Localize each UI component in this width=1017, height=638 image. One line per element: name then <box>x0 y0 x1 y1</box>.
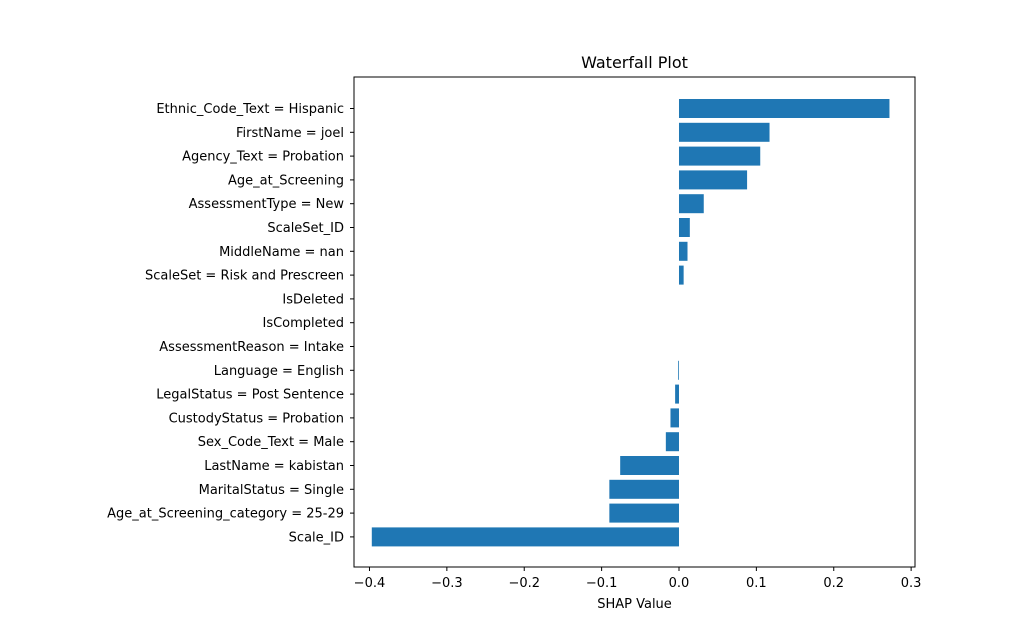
bar-3 <box>678 170 748 190</box>
y-tick-label: Ethnic_Code_Text = Hispanic <box>156 102 344 117</box>
y-tick-label: IsDeleted <box>282 292 344 307</box>
y-tick-label: ScaleSet = Risk and Prescreen <box>145 269 344 284</box>
x-tick-label: 0.3 <box>901 576 922 591</box>
y-tick-label: LegalStatus = Post Sentence <box>156 388 344 403</box>
y-tick-label: Agency_Text = Probation <box>182 150 344 165</box>
x-tick-label: −0.3 <box>431 576 463 591</box>
x-tick-label: 0.0 <box>669 576 690 591</box>
y-tick-label: Age_at_Screening <box>228 173 344 188</box>
x-tick-label: −0.1 <box>586 576 618 591</box>
bar-6 <box>678 241 688 261</box>
y-tick-label: FirstName = joel <box>236 126 344 141</box>
x-tick-label: 0.2 <box>823 576 844 591</box>
bar-4 <box>678 194 704 214</box>
bar-1 <box>678 122 770 142</box>
bar-7 <box>678 265 684 285</box>
bar-13 <box>670 408 679 428</box>
y-tick-label: ScaleSet_ID <box>267 221 344 236</box>
bar-12 <box>675 384 679 404</box>
y-tick-label: Age_at_Screening_category = 25-29 <box>107 507 344 522</box>
plot-frame <box>353 76 916 568</box>
x-tick-label: −0.4 <box>354 576 386 591</box>
bar-15 <box>620 456 679 475</box>
y-tick-label: Scale_ID <box>289 530 344 545</box>
y-tick-label: MaritalStatus = Single <box>199 483 344 498</box>
y-tick-label: Sex_Code_Text = Male <box>198 435 344 450</box>
x-tick-label: −0.2 <box>508 576 540 591</box>
bar-16 <box>609 479 679 499</box>
y-tick-label: AssessmentReason = Intake <box>159 340 344 355</box>
bar-14 <box>665 432 679 452</box>
y-tick-label: LastName = kabistan <box>204 459 344 474</box>
bars-group <box>371 99 890 547</box>
x-axis-label: SHAP Value <box>597 597 672 612</box>
x-tick-label: 0.1 <box>746 576 767 591</box>
y-tick-label: IsCompleted <box>262 316 344 331</box>
bar-5 <box>678 218 690 237</box>
bar-2 <box>678 146 761 166</box>
y-tick-label: AssessmentType = New <box>189 197 345 212</box>
y-tick-label: MiddleName = nan <box>219 245 344 260</box>
bar-18 <box>371 527 679 547</box>
x-ticks-group: −0.4 −0.3 −0.2 −0.1 0.0 0.1 0.2 0.3 <box>354 567 922 591</box>
chart-title: Waterfall Plot <box>581 53 688 72</box>
bar-17 <box>609 503 679 523</box>
bar-0 <box>678 99 890 118</box>
y-tick-label: CustodyStatus = Probation <box>169 411 344 426</box>
y-tick-label: Language = English <box>214 364 344 379</box>
y-ticks-group: Ethnic_Code_Text = Hispanic FirstName = j… <box>107 102 354 545</box>
bar-11 <box>678 360 679 380</box>
